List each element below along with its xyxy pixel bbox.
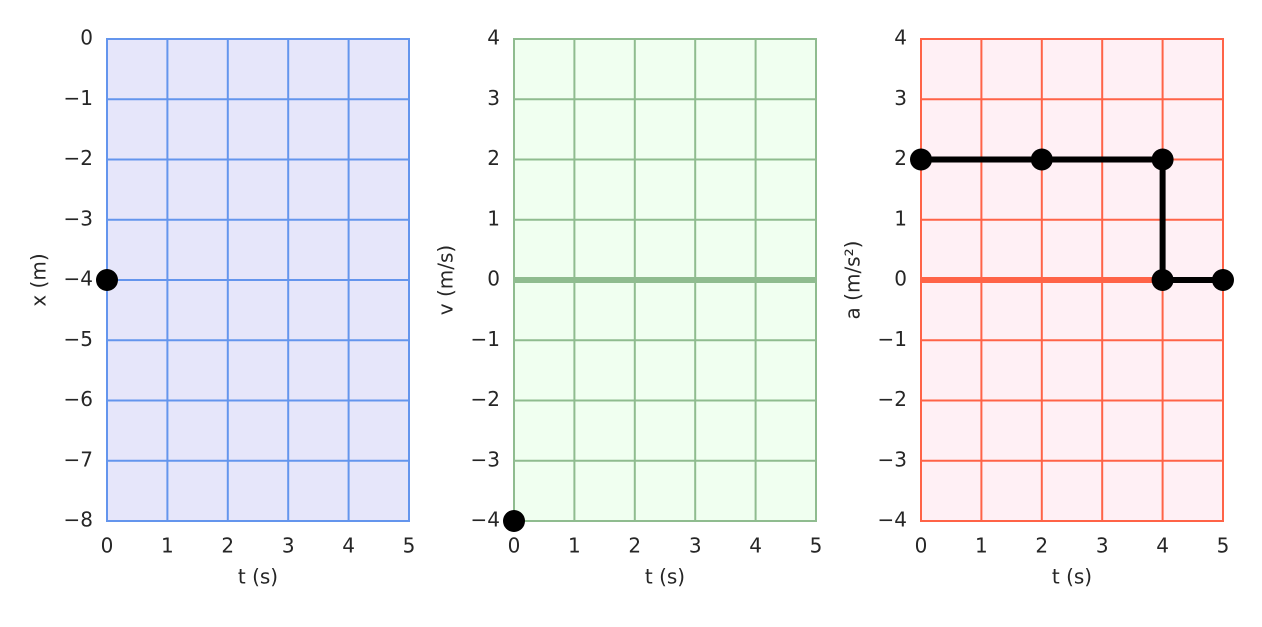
- y-tick-label: −1: [878, 327, 907, 351]
- x-axis-label: t (s): [1052, 565, 1092, 589]
- y-tick-label: 3: [894, 86, 907, 110]
- y-tick-label: −7: [64, 447, 93, 471]
- x-tick-label: 1: [161, 534, 174, 558]
- y-tick-label: 2: [487, 146, 500, 170]
- x-tick-label: 0: [915, 534, 928, 558]
- x-tick-label: 0: [508, 534, 521, 558]
- y-tick-label: −1: [471, 327, 500, 351]
- x-tick-label: 3: [1096, 534, 1109, 558]
- x-axis-label: t (s): [645, 565, 685, 589]
- data-point: [1212, 269, 1234, 291]
- data-point: [503, 510, 525, 532]
- y-tick-label: −3: [64, 206, 93, 230]
- y-tick-label: 0: [487, 267, 500, 291]
- data-point: [1030, 148, 1053, 171]
- x-tick-label: 1: [568, 534, 581, 558]
- y-tick-label: −4: [64, 267, 93, 291]
- data-point: [910, 148, 932, 171]
- y-tick-label: 3: [487, 86, 500, 110]
- y-tick-label: −4: [878, 508, 907, 532]
- y-axis-label: a (m/s²): [841, 241, 865, 320]
- x-tick-label: 3: [689, 534, 702, 558]
- x-tick-label: 5: [1217, 534, 1230, 558]
- y-tick-label: −3: [878, 447, 907, 471]
- x-tick-label: 4: [749, 534, 762, 558]
- y-tick-label: 1: [894, 206, 907, 230]
- x-tick-label: 0: [101, 534, 114, 558]
- y-tick-label: −3: [471, 447, 500, 471]
- y-tick-label: 2: [894, 146, 907, 170]
- x-tick-label: 4: [1156, 534, 1169, 558]
- y-tick-label: −8: [64, 508, 93, 532]
- y-tick-label: 4: [894, 26, 907, 50]
- y-axis-label: v (m/s): [434, 245, 458, 315]
- y-tick-label: 0: [894, 267, 907, 291]
- y-tick-label: 4: [487, 26, 500, 50]
- data-point: [96, 269, 118, 291]
- y-tick-label: −2: [471, 387, 500, 411]
- x-tick-label: 2: [221, 534, 234, 558]
- x-tick-label: 5: [403, 534, 416, 558]
- y-tick-label: −4: [471, 508, 500, 532]
- y-tick-label: 1: [487, 206, 500, 230]
- x-tick-label: 2: [1035, 534, 1048, 558]
- y-tick-label: −5: [64, 327, 93, 351]
- data-point: [1151, 148, 1174, 171]
- x-tick-label: 4: [342, 534, 355, 558]
- y-tick-label: −6: [64, 387, 93, 411]
- x-tick-label: 2: [628, 534, 641, 558]
- x-tick-label: 5: [810, 534, 823, 558]
- x-axis-label: t (s): [238, 565, 278, 589]
- x-tick-label: 1: [975, 534, 988, 558]
- data-point: [1151, 269, 1174, 291]
- x-tick-label: 3: [282, 534, 295, 558]
- y-tick-label: −1: [64, 86, 93, 110]
- y-tick-label: −2: [64, 146, 93, 170]
- y-axis-label: x (m): [27, 253, 51, 306]
- y-tick-label: −2: [878, 387, 907, 411]
- y-tick-label: 0: [80, 26, 93, 50]
